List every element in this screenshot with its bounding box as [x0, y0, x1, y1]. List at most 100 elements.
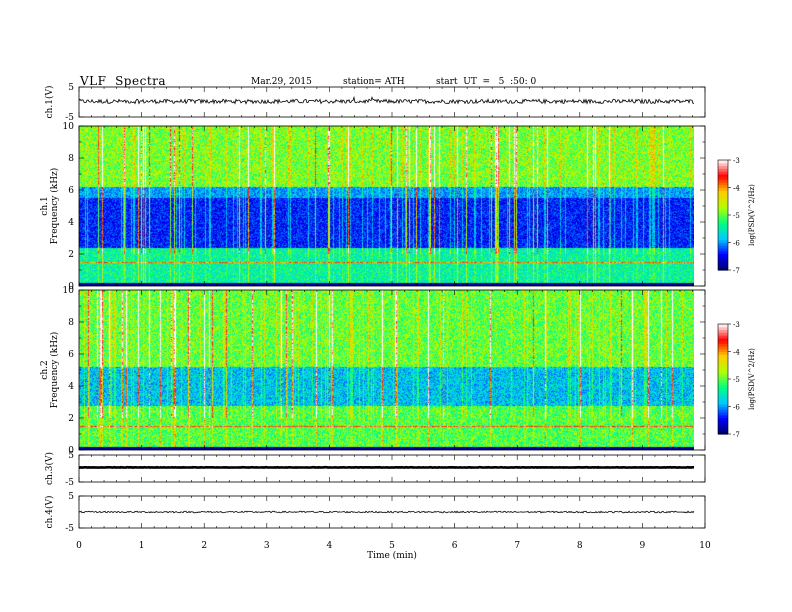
- ch1-spectrogram-colorbar-tick-label: -4: [733, 185, 740, 193]
- ch2-spectrogram-ytick-label: 8: [68, 318, 74, 328]
- ch2-spectrogram-colorbar-label: log(PSD(V^2/Hz): [748, 348, 756, 410]
- ch2-spectrogram-colorbar-tick-label: -7: [733, 431, 740, 439]
- ch1-spectrogram-colorbar-cell: [718, 267, 728, 271]
- ch1-spectrogram-ytick-label: 0: [68, 282, 74, 292]
- ch1-spectrogram-colorbar-cell: [718, 239, 728, 244]
- ch1-spectrogram-colorbar-cell: [718, 256, 728, 260]
- x-tick-label: 6: [452, 541, 458, 551]
- x-axis-label: Time (min): [367, 550, 417, 561]
- ch2-spectrogram-ytick-label: 2: [68, 414, 74, 424]
- ch1-spectrogram-image: [79, 126, 694, 286]
- ch1-spectrogram-colorbar-tick-label: -6: [733, 240, 740, 248]
- ch1-spectrogram-colorbar-cell: [718, 259, 728, 263]
- ch2-spectrogram-colorbar-cell: [718, 409, 728, 413]
- ch2-spectrogram-colorbar-cell: [718, 329, 728, 333]
- ch1-spectrogram-colorbar-cell: [718, 217, 728, 222]
- x-tick-label: 5: [389, 541, 395, 551]
- ch2-spectrogram-colorbar-cell: [718, 403, 728, 408]
- ch2-spectrogram-colorbar-cell: [718, 423, 728, 427]
- ch2-spectrogram-colorbar-cell: [718, 368, 728, 372]
- ch2-spectrogram-colorbar-cell: [718, 395, 728, 399]
- ch1-spectrogram-colorbar-cell: [718, 160, 728, 164]
- ch1-spectrogram-colorbar-cell: [718, 220, 728, 224]
- ch2-spectrogram-colorbar-cell: [718, 362, 728, 366]
- ch2-spectrogram-colorbar-cell: [718, 354, 728, 358]
- x-tick-label: 10: [699, 541, 711, 551]
- ch1-spectrogram-colorbar-cell: [718, 187, 728, 191]
- ch2-spectrogram-colorbar-tick-label: -5: [733, 376, 740, 384]
- ch1-spectrogram-colorbar-cell: [718, 237, 728, 241]
- ch2-spectrogram-colorbar-cell: [718, 370, 728, 375]
- ch2-spectrogram-colorbar-cell: [718, 324, 728, 328]
- ch2-spectrogram-colorbar-cell: [718, 425, 728, 430]
- ch1-spectrogram-colorbar-cell: [718, 226, 728, 230]
- ch1-spectrogram-colorbar-tick-label: -3: [733, 157, 740, 165]
- ch1-spectrogram-colorbar-cell: [718, 250, 728, 255]
- ch3-waveform-ytick-label: -5: [65, 478, 74, 488]
- ch4-waveform-trace: [78, 510, 695, 514]
- ch1-spectrogram-colorbar-cell: [718, 190, 728, 194]
- ch1-spectrogram-colorbar-cell: [718, 176, 728, 180]
- ch2-spectrogram-colorbar-cell: [718, 359, 728, 364]
- ch1-waveform-ytick-label: 5: [68, 83, 74, 93]
- ch1-spectrogram-colorbar-cell: [718, 206, 728, 211]
- ch2-spectrogram-colorbar-cell: [718, 406, 728, 410]
- ch1-spectrogram-colorbar-cell: [718, 228, 728, 233]
- ch1-spectrogram-colorbar-cell: [718, 204, 728, 208]
- ch1-spectrogram-ytick-label: 6: [68, 186, 74, 196]
- ch2-spectrogram-colorbar-cell: [718, 337, 728, 342]
- ch1-spectrogram-colorbar-cell: [718, 193, 728, 197]
- ch1-spectrogram-colorbar-tick-label: -5: [733, 212, 740, 220]
- ch2-spectrogram-colorbar-cell: [718, 398, 728, 402]
- x-tick-label: 8: [577, 541, 583, 551]
- ch1-spectrogram-colorbar-cell: [718, 171, 728, 175]
- ch2-spectrogram-colorbar-cell: [718, 420, 728, 424]
- ch2-spectrogram-colorbar-cell: [718, 365, 728, 369]
- ch3-waveform-ylabel: ch.3(V): [44, 452, 55, 485]
- ch2-spectrogram-colorbar-cell: [718, 343, 728, 347]
- x-tick-label: 9: [640, 541, 646, 551]
- ch2-spectrogram-colorbar-cell: [718, 346, 728, 350]
- ch1-spectrogram-colorbar-cell: [718, 215, 728, 219]
- ch1-spectrogram-colorbar-cell: [718, 201, 728, 205]
- ch2-spectrogram-colorbar-cell: [718, 357, 728, 361]
- ch1-spectrogram-colorbar-cell: [718, 184, 728, 189]
- ch1-waveform-ytick-label: -5: [65, 113, 74, 123]
- ch2-spectrogram-colorbar-tick-label: -3: [733, 321, 740, 329]
- ch1-spectrogram-colorbar-cell: [718, 231, 728, 235]
- ch1-spectrogram-colorbar-cell: [718, 173, 728, 178]
- ch1-spectrogram-ytick-label: 2: [68, 250, 74, 260]
- ch2-spectrogram-colorbar-cell: [718, 392, 728, 397]
- ch1-spectrogram-colorbar-cell: [718, 242, 728, 246]
- ch2-spectrogram-colorbar-cell: [718, 431, 728, 435]
- ch2-spectrogram-ytick-label: 0: [68, 446, 74, 456]
- ch1-spectrogram-colorbar-cell: [718, 248, 728, 252]
- ch1-spectrogram-colorbar-cell: [718, 245, 728, 249]
- ch2-spectrogram-colorbar-cell: [718, 414, 728, 419]
- ch4-waveform-ylabel: ch.4(V): [44, 496, 55, 529]
- ch2-spectrogram-colorbar-cell: [718, 348, 728, 353]
- x-tick-label: 7: [514, 541, 520, 551]
- ch2-spectrogram-colorbar-cell: [718, 332, 728, 336]
- ch1-spectrogram-ytick-label: 10: [63, 122, 75, 132]
- ch2-spectrogram-colorbar-tick-label: -4: [733, 349, 740, 357]
- ch1-spectrogram-colorbar-cell: [718, 162, 728, 167]
- date-label: Mar.29, 2015: [251, 77, 312, 87]
- ch2-spectrogram-colorbar-cell: [718, 387, 728, 391]
- ch1-spectrogram-colorbar-cell: [718, 195, 728, 200]
- ch1-spectrogram-colorbar-cell: [718, 209, 728, 213]
- ch2-spectrogram-ylabel-freq: Frequency (kHz): [49, 332, 60, 409]
- ch2-spectrogram-colorbar-cell: [718, 384, 728, 388]
- ch1-spectrogram-colorbar-cell: [718, 261, 728, 266]
- ch1-spectrogram-colorbar-cell: [718, 179, 728, 183]
- ch1-spectrogram-colorbar-cell: [718, 182, 728, 186]
- ch2-spectrogram-colorbar-cell: [718, 340, 728, 344]
- x-tick-label: 3: [264, 541, 270, 551]
- ch1-spectrogram-colorbar-cell: [718, 234, 728, 238]
- ch2-spectrogram-colorbar-cell: [718, 373, 728, 377]
- ch2-spectrogram-ytick-label: 10: [63, 286, 75, 296]
- x-tick-label: 4: [327, 541, 333, 551]
- ch3-waveform-ytick-label: 5: [68, 451, 74, 461]
- ch1-spectrogram-colorbar-cell: [718, 253, 728, 257]
- ch2-spectrogram-ytick-label: 6: [68, 350, 74, 360]
